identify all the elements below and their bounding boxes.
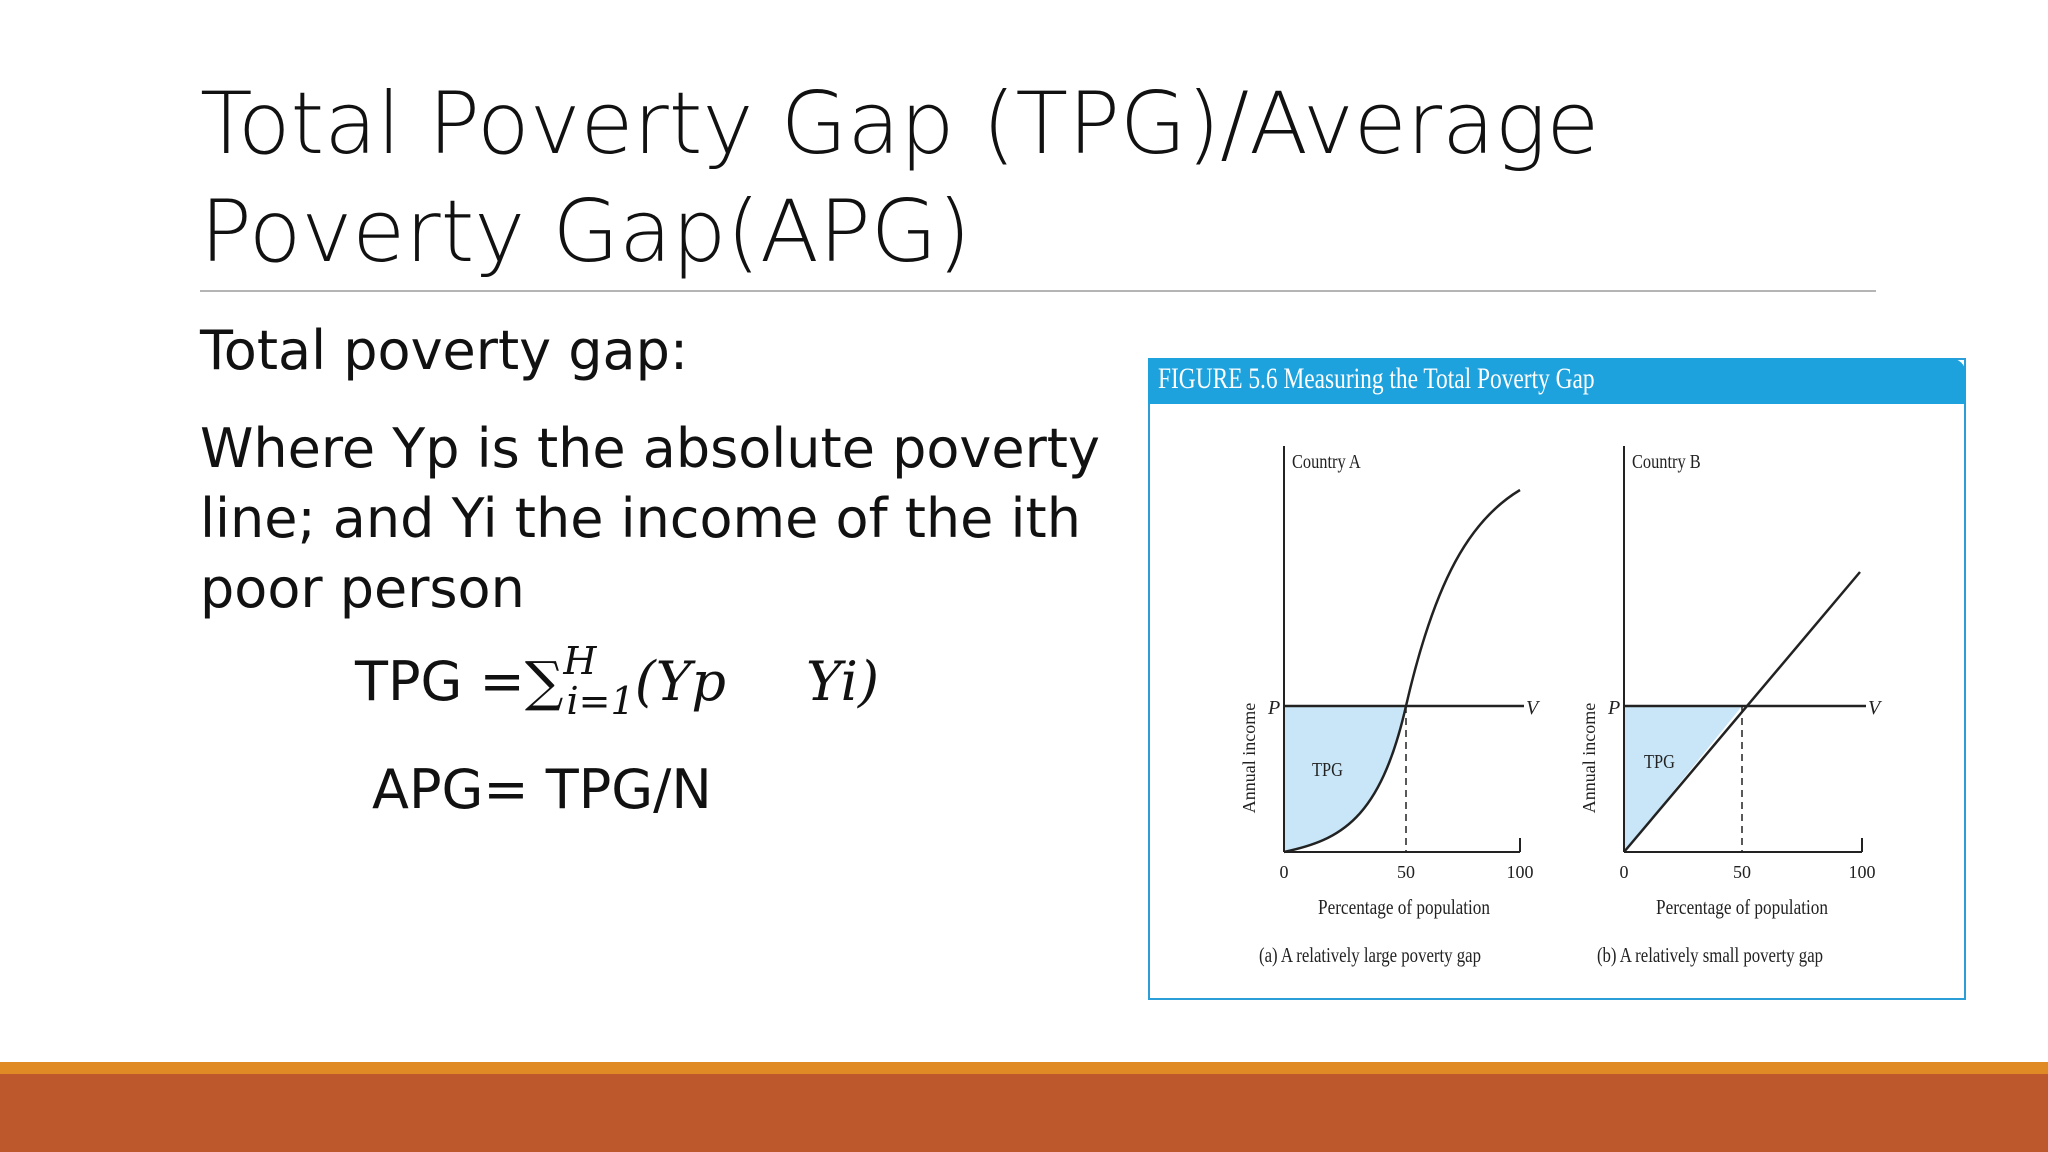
sum-upper-limit: H xyxy=(563,639,597,683)
panel-a-tick-50: 50 xyxy=(1397,862,1415,882)
panel-a-v-label: V xyxy=(1526,697,1541,719)
panel-b-tpg-label: TPG xyxy=(1644,751,1675,773)
definition-text: Where Yp is the absolute poverty line; a… xyxy=(200,417,1100,620)
panel-a-p-label: P xyxy=(1267,697,1280,719)
formula-expr-open: (Yp xyxy=(634,650,726,713)
figure-title: FIGURE 5.6 Measuring the Total Poverty G… xyxy=(1158,362,1595,395)
sum-lower-limit: i=1 xyxy=(566,679,635,723)
title-divider xyxy=(200,290,1876,292)
panel-b-tick-0: 0 xyxy=(1620,862,1629,882)
tpg-formula: TPG =∑Hi=1(Yp Yi) xyxy=(355,639,880,723)
panel-b-name: Country B xyxy=(1632,451,1701,473)
panel-b-v-label: V xyxy=(1868,697,1883,719)
panel-a-tick-0: 0 xyxy=(1280,862,1289,882)
panel-a-tick-100: 100 xyxy=(1507,862,1534,882)
panel-a-tpg-area xyxy=(1284,706,1406,852)
formula-lhs: TPG = xyxy=(355,650,525,713)
slide-title: Total Poverty Gap (TPG)/Average Poverty … xyxy=(200,74,1600,282)
panel-b-tick-50: 50 xyxy=(1733,862,1751,882)
panel-b-caption: (b) A relatively small poverty gap xyxy=(1597,944,1823,967)
apg-formula: APG= TPG/N xyxy=(372,758,712,821)
panel-a-ylabel: Annual income xyxy=(1239,703,1259,813)
panel-b: Country B Annual income P V TPG 0 50 100… xyxy=(1579,446,1883,968)
panel-a-income-curve xyxy=(1283,488,1521,854)
panel-a-tpg-label: TPG xyxy=(1312,759,1343,781)
panel-a-caption: (a) A relatively large poverty gap xyxy=(1259,944,1481,967)
sum-symbol: ∑ xyxy=(524,650,564,713)
figure-diagram: Country A Annual income P V TPG 0 50 100… xyxy=(1239,446,1883,968)
figure-5-6: FIGURE 5.6 Measuring the Total Poverty G… xyxy=(1148,358,1966,1000)
footer-bar xyxy=(0,1074,2048,1152)
footer-accent-stripe xyxy=(0,1062,2048,1074)
panel-b-xlabel: Percentage of population xyxy=(1656,897,1828,920)
panel-a-xlabel: Percentage of population xyxy=(1318,897,1490,920)
panel-b-tick-100: 100 xyxy=(1849,862,1876,882)
panel-a: Country A Annual income P V TPG 0 50 100… xyxy=(1239,446,1541,968)
formula-expr-close: Yi) xyxy=(805,650,880,713)
total-poverty-gap-heading: Total poverty gap: xyxy=(200,319,689,382)
panel-b-p-label: P xyxy=(1607,697,1620,719)
panel-a-name: Country A xyxy=(1292,451,1361,473)
panel-b-ylabel: Annual income xyxy=(1579,703,1599,813)
figure-header: FIGURE 5.6 Measuring the Total Poverty G… xyxy=(1148,358,1966,404)
